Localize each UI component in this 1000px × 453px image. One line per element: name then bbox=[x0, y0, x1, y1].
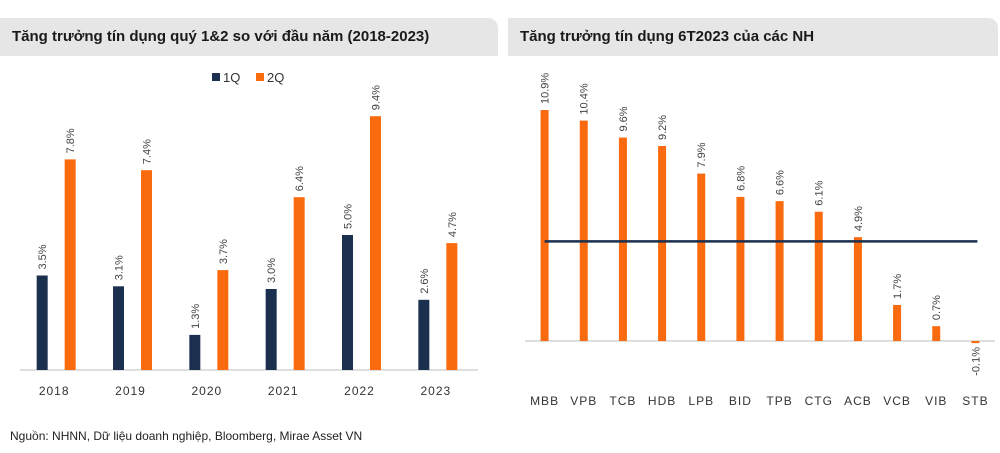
bar-HDB bbox=[658, 146, 667, 341]
bar-TCB bbox=[618, 137, 627, 341]
bar-1q-2019 bbox=[113, 286, 124, 370]
data-label-1q-2021: 3.0% bbox=[266, 258, 278, 283]
data-label-2q-2023: 4.7% bbox=[447, 212, 459, 237]
bar-MBB bbox=[540, 110, 549, 341]
data-label-TCB: 9.6% bbox=[618, 106, 630, 131]
x-tick-MBB: MBB bbox=[530, 394, 559, 408]
x-tick-2022: 2022 bbox=[344, 384, 375, 398]
data-label-TPB: 6.6% bbox=[775, 170, 787, 195]
data-label-VIB: 0.7% bbox=[931, 295, 943, 320]
x-tick-TPB: TPB bbox=[766, 394, 792, 408]
data-label-STB: -0.1% bbox=[970, 347, 982, 376]
bar-2q-2023 bbox=[446, 243, 458, 370]
bar-1q-2023 bbox=[418, 299, 430, 370]
bar-BID bbox=[736, 196, 745, 341]
data-label-1q-2018: 3.5% bbox=[37, 244, 49, 269]
x-tick-2019: 2019 bbox=[115, 384, 146, 398]
bar-TPB bbox=[775, 201, 784, 341]
data-label-2q-2021: 6.4% bbox=[294, 166, 306, 191]
bar-VCB bbox=[893, 304, 902, 341]
data-label-VCB: 1.7% bbox=[892, 274, 904, 299]
data-label-2q-2019: 7.4% bbox=[142, 139, 154, 164]
bar-LPB bbox=[697, 173, 706, 341]
bar-2q-2020 bbox=[217, 270, 229, 370]
bar-2q-2018 bbox=[64, 159, 76, 370]
bar-ACB bbox=[853, 237, 862, 341]
bar-2q-2022 bbox=[370, 116, 381, 370]
data-label-VPB: 10.4% bbox=[579, 83, 591, 114]
left-bar-chart: 1Q 2Q 3.5% 7.8% 2018 3.1% 7.4% 2019 1.3% 3.7% 2020… bbox=[20, 70, 478, 398]
data-label-LPB: 7.9% bbox=[696, 142, 708, 167]
data-label-1q-2019: 3.1% bbox=[114, 255, 126, 280]
source-note: Nguồn: NHNN, Dữ liệu doanh nghiệp, Bloom… bbox=[10, 429, 363, 443]
bar-2q-2021 bbox=[293, 197, 305, 370]
x-tick-STB: STB bbox=[962, 394, 988, 408]
data-label-1q-2022: 5.0% bbox=[343, 204, 355, 229]
x-tick-VIB: VIB bbox=[925, 394, 947, 408]
data-label-ACB: 4.9% bbox=[853, 206, 865, 231]
data-label-HDB: 9.2% bbox=[657, 115, 669, 140]
x-tick-BID: BID bbox=[729, 394, 752, 408]
data-label-BID: 6.8% bbox=[735, 166, 747, 191]
x-tick-HDB: HDB bbox=[648, 394, 676, 408]
x-tick-2021: 2021 bbox=[268, 384, 299, 398]
data-label-2q-2022: 9.4% bbox=[371, 85, 383, 110]
data-label-MBB: 10.9% bbox=[540, 73, 552, 104]
x-tick-2020: 2020 bbox=[191, 384, 222, 398]
left-chart-title: Tăng trưởng tín dụng quý 1&2 so với đầu … bbox=[0, 18, 498, 56]
x-tick-TCB: TCB bbox=[609, 394, 636, 408]
x-tick-2023: 2023 bbox=[420, 384, 451, 398]
x-tick-2018: 2018 bbox=[39, 384, 70, 398]
bar-1q-2021 bbox=[265, 289, 277, 370]
legend-swatch-2q bbox=[256, 73, 264, 81]
data-label-CTG: 6.1% bbox=[814, 180, 826, 205]
data-label-2q-2020: 3.7% bbox=[218, 239, 230, 264]
bar-1q-2020 bbox=[189, 334, 201, 370]
right-chart-title: Tăng trưởng tín dụng 6T2023 của các NH bbox=[508, 18, 998, 56]
bar-STB bbox=[971, 341, 980, 344]
x-tick-VPB: VPB bbox=[570, 394, 597, 408]
bar-1q-2018 bbox=[36, 275, 48, 370]
legend-label-1q: 1Q bbox=[223, 70, 240, 85]
bar-VIB bbox=[932, 326, 941, 341]
right-bar-chart: 10.9% MBB 10.4% VPB 9.6% TCB 9.2% HDB 7.9% LPB 6.8… bbox=[525, 73, 995, 408]
data-label-1q-2020: 1.3% bbox=[190, 304, 202, 329]
data-label-1q-2023: 2.6% bbox=[419, 269, 431, 294]
x-tick-VCB: VCB bbox=[883, 394, 911, 408]
bar-1q-2022 bbox=[342, 235, 353, 370]
x-tick-ACB: ACB bbox=[844, 394, 872, 408]
bar-VPB bbox=[579, 120, 588, 341]
legend-label-2q: 2Q bbox=[267, 70, 284, 85]
x-tick-CTG: CTG bbox=[805, 394, 833, 408]
data-label-2q-2018: 7.8% bbox=[65, 128, 77, 153]
x-tick-LPB: LPB bbox=[688, 394, 714, 408]
legend-swatch-1q bbox=[212, 73, 220, 81]
bar-2q-2019 bbox=[141, 170, 152, 370]
bar-CTG bbox=[814, 211, 823, 341]
